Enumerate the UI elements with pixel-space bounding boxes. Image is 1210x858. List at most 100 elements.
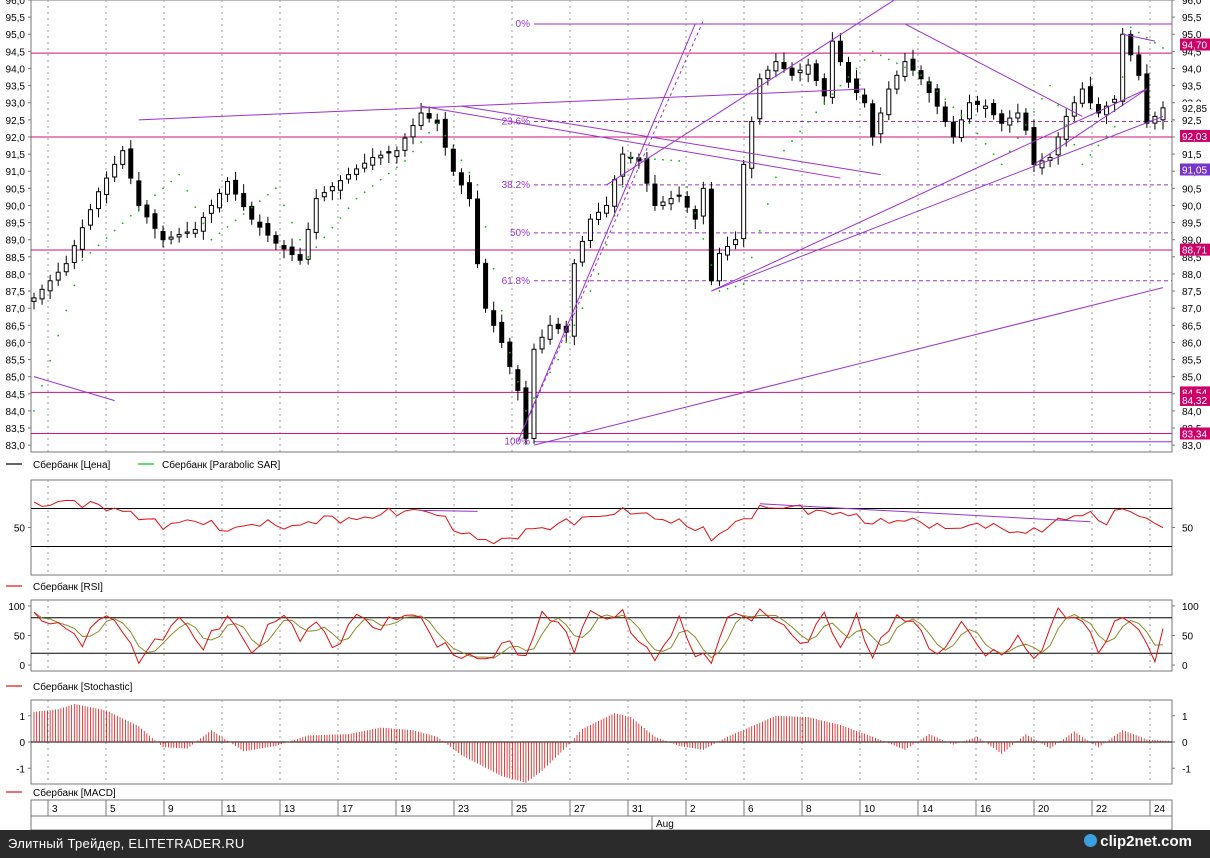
right-tick-label: -1: [1182, 764, 1191, 775]
left-tick-label: 91,0: [6, 167, 26, 178]
left-tick-label: 89,5: [6, 219, 26, 230]
footer-bar: Элитный Трейдер, ELITETRADER.RU clip2net…: [0, 830, 1210, 858]
candle-body: [297, 254, 303, 261]
candle-body: [378, 154, 384, 159]
candle-body: [531, 348, 537, 439]
right-tick-label: 90,5: [1182, 184, 1202, 195]
sar-dot: [492, 267, 495, 270]
rsi-trend-line: [759, 503, 1091, 523]
date-axis-frame: [30, 799, 1173, 830]
candle-body: [176, 234, 182, 238]
candle-body: [934, 88, 940, 107]
sar-dot: [629, 156, 632, 159]
candle-body: [660, 201, 666, 207]
date-tick-label: 10: [864, 804, 876, 815]
right-tick-label: 88,5: [1182, 253, 1202, 264]
sar-dot: [1162, 47, 1164, 49]
candle-body: [773, 61, 779, 72]
candle-body: [128, 148, 134, 179]
candle-body: [926, 81, 932, 93]
fibonacci-label: 0%: [516, 19, 531, 30]
sar-dot: [1089, 154, 1092, 156]
sar-dot: [581, 307, 584, 310]
date-tick-label: 14: [922, 804, 934, 815]
candle-body: [87, 209, 93, 226]
price-badge: [1180, 393, 1210, 406]
sar-dot: [525, 410, 527, 412]
left-tick-label: 95,5: [6, 13, 26, 24]
candle-body: [1079, 88, 1085, 104]
price-badge-label: 91,05: [1182, 166, 1207, 177]
candle-body: [571, 263, 577, 337]
candle-body: [644, 158, 650, 184]
sar-dot: [904, 66, 906, 69]
sar-dot: [1065, 124, 1068, 126]
right-tick-label: 87,5: [1182, 287, 1202, 298]
right-tick-label: 90,0: [1182, 201, 1202, 212]
sar-dot: [597, 273, 600, 275]
price-badge-label: 84,32: [1182, 396, 1207, 407]
date-tick-label: 3: [52, 804, 58, 815]
candle-body: [604, 204, 610, 214]
trend-line: [421, 105, 841, 179]
candle-body: [854, 78, 860, 93]
candle-body: [902, 61, 908, 77]
sar-dot: [863, 59, 866, 61]
sar-dot: [726, 287, 729, 290]
sar-dot: [460, 159, 463, 162]
candle-body: [1055, 136, 1061, 156]
price-panel-frame: [30, 0, 1173, 453]
date-tick-label: 2: [690, 804, 696, 815]
candle-body: [475, 198, 481, 265]
sar-dot: [476, 184, 479, 186]
sar-dot: [266, 193, 269, 196]
candle-body: [837, 40, 843, 63]
sar-dot: [750, 256, 753, 259]
price-badge-label: 83,34: [1182, 430, 1207, 441]
sar-dot: [549, 371, 552, 374]
legend-label: Сбербанк [MACD]: [33, 787, 116, 799]
price-badge: [1180, 129, 1210, 142]
clip2net-logo: clip2net.com: [1084, 833, 1192, 850]
sar-dot: [823, 101, 826, 104]
sar-dot: [912, 70, 914, 73]
right-tick-label: 84,0: [1182, 407, 1202, 418]
right-tick-label: 85,5: [1182, 356, 1202, 367]
candle-body: [354, 168, 360, 175]
candle-body: [910, 58, 916, 71]
sar-dot: [452, 147, 455, 149]
sar-dot: [355, 197, 358, 200]
rsi-trend-line: [421, 509, 478, 512]
candle-body: [966, 102, 972, 120]
candle-body: [249, 205, 255, 220]
sar-dot: [928, 82, 931, 85]
right-tick-label: 95,5: [1182, 13, 1202, 24]
left-tick-label: 85,5: [6, 356, 26, 367]
left-tick-label: 94,5: [6, 47, 26, 58]
trend-line: [1122, 33, 1156, 42]
sar-dot: [807, 121, 810, 123]
trend-line: [711, 115, 1164, 292]
candle-body: [499, 321, 505, 343]
right-tick-label: 88,0: [1182, 270, 1202, 281]
stochastic-panel-frame: [30, 599, 1173, 672]
left-tick-label: 87,5: [6, 287, 26, 298]
sar-dot: [605, 243, 608, 246]
left-tick-label: 83,5: [6, 424, 26, 435]
sar-dot: [718, 290, 721, 292]
sar-dot: [299, 238, 302, 241]
left-tick-label: 88,0: [6, 270, 26, 281]
right-tick-label: 0: [1182, 661, 1188, 672]
candle-body: [862, 94, 868, 104]
sar-dot: [428, 131, 431, 134]
candle-body: [1063, 115, 1069, 140]
candle-body: [708, 188, 714, 282]
candle-body: [112, 163, 118, 178]
candle-body: [410, 125, 416, 138]
sar-dot: [412, 150, 414, 153]
left-tick-label: 90,5: [6, 184, 26, 195]
logo-text: clip2net.com: [1100, 833, 1192, 850]
sar-dot: [81, 259, 84, 262]
candle-body: [184, 231, 190, 234]
sar-dot: [379, 178, 382, 181]
